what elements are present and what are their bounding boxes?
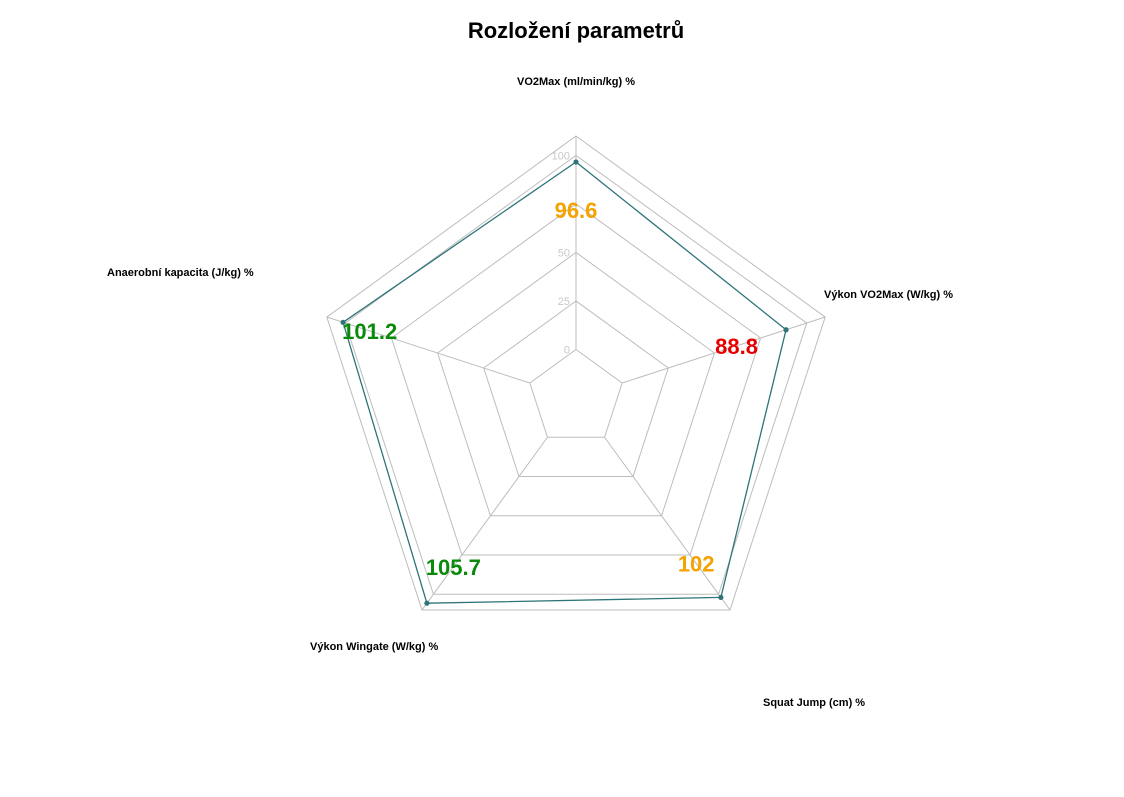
value-label: 102 bbox=[678, 551, 715, 576]
axis-labels: VO2Max (ml/min/kg) % Výkon VO2Max (W/kg) … bbox=[107, 76, 953, 709]
value-labels: 96.6 88.8 102 105.7 101.2 bbox=[342, 198, 758, 580]
grid-ring bbox=[436, 251, 716, 517]
axis-label: Anaerobní kapacita (J/kg) % bbox=[107, 267, 254, 279]
axis-spoke bbox=[326, 316, 531, 384]
axis-spoke bbox=[604, 436, 731, 611]
axis-label: Výkon VO2Max (W/kg) % bbox=[824, 289, 953, 301]
data-point bbox=[783, 327, 789, 333]
grid-ring bbox=[483, 300, 669, 478]
radial-tick-label: 25 bbox=[558, 296, 570, 308]
data-point bbox=[718, 594, 724, 601]
radial-tick-labels: 0 25 50 100 bbox=[552, 150, 570, 356]
radial-tick-label: 100 bbox=[552, 150, 570, 162]
value-label: 88.8 bbox=[715, 334, 758, 359]
grid bbox=[326, 135, 826, 611]
axis-label: Squat Jump (cm) % bbox=[763, 697, 865, 709]
value-label: 101.2 bbox=[342, 319, 397, 344]
grid-ring bbox=[529, 348, 623, 438]
axis-spoke bbox=[621, 316, 826, 384]
chart-title: Rozložení parametrů bbox=[468, 18, 684, 43]
data-point bbox=[424, 600, 430, 606]
grid-ring bbox=[390, 203, 762, 556]
data-series bbox=[340, 159, 789, 606]
value-label: 96.6 bbox=[555, 198, 598, 223]
value-label: 105.7 bbox=[426, 555, 481, 580]
data-point bbox=[573, 159, 579, 165]
radial-tick-label: 50 bbox=[558, 247, 570, 259]
axis-spoke bbox=[421, 436, 548, 611]
axis-label: Výkon Wingate (W/kg) % bbox=[310, 641, 438, 653]
grid-ring bbox=[326, 135, 826, 611]
data-polygon bbox=[342, 161, 787, 604]
axis-label: VO2Max (ml/min/kg) % bbox=[517, 76, 635, 88]
radial-tick-label: 0 bbox=[564, 344, 570, 356]
data-point bbox=[340, 319, 346, 325]
